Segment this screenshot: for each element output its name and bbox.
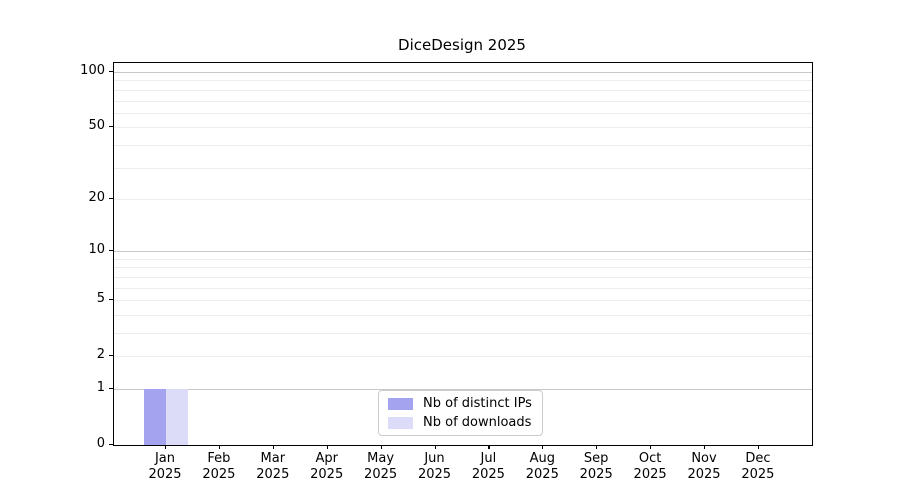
gridline-minor [114, 267, 812, 269]
x-tick-year: 2025 [310, 467, 344, 482]
x-tick-month: Jul [480, 451, 497, 466]
x-tick-mark [542, 445, 544, 449]
x-tick-mark [704, 445, 706, 449]
gridline-minor [114, 127, 812, 129]
gridline-minor [114, 100, 812, 102]
gridline-minor [114, 332, 812, 334]
x-tick-year: 2025 [525, 467, 559, 482]
bar-nb-of-distinct-ips [144, 388, 166, 445]
x-tick-month: Feb [207, 451, 231, 466]
x-tick-month: Aug [529, 451, 555, 466]
x-tick-label: Jun 2025 [403, 451, 467, 483]
x-tick-mark [434, 445, 436, 449]
y-tick-label: 20 [88, 189, 105, 205]
legend-swatch-nb-of-downloads [388, 416, 413, 429]
x-tick-mark [650, 445, 652, 449]
y-tick-mark [109, 71, 113, 73]
x-tick-label: Aug 2025 [510, 451, 574, 483]
x-tick-label: Dec 2025 [726, 451, 790, 483]
x-tick-mark [326, 445, 328, 449]
x-tick-label: Oct 2025 [618, 451, 682, 483]
y-tick-label: 0 [96, 436, 105, 451]
x-tick-mark [380, 445, 382, 449]
x-tick-month: Dec [745, 451, 771, 466]
gridline-minor [114, 287, 812, 289]
y-tick-label: 2 [96, 347, 105, 363]
x-tick-month: Nov [691, 451, 717, 466]
gridline-major [114, 251, 812, 253]
x-tick-month: Mar [260, 451, 286, 466]
x-tick-label: May 2025 [349, 451, 413, 483]
gridline-major [114, 388, 812, 390]
x-tick-month: Apr [315, 451, 338, 466]
x-tick-mark [596, 445, 598, 449]
x-tick-year: 2025 [579, 467, 613, 482]
x-tick-year: 2025 [633, 467, 667, 482]
y-tick-mark [109, 355, 113, 357]
gridline-minor [114, 167, 812, 169]
x-tick-month: Jan [154, 451, 176, 466]
gridline-minor [114, 258, 812, 260]
x-tick-mark [757, 445, 760, 449]
chart-title: DiceDesign 2025 [398, 36, 526, 54]
x-tick-year: 2025 [417, 467, 452, 482]
y-tick-label: 1 [96, 379, 105, 395]
gridline-minor [114, 80, 812, 82]
x-tick-label: Mar 2025 [241, 451, 305, 483]
legend-row: Nb of downloads [388, 415, 532, 430]
x-tick-mark [218, 445, 221, 449]
plot-inner [114, 63, 812, 445]
x-tick-label: Nov 2025 [672, 451, 736, 483]
x-tick-month: Sep [583, 451, 609, 466]
gridline-minor [114, 356, 812, 358]
y-tick-mark [109, 444, 113, 446]
y-tick-label: 50 [88, 118, 105, 134]
x-tick-year: 2025 [471, 467, 505, 482]
x-tick-label: Sep 2025 [564, 451, 628, 483]
legend-label: Nb of downloads [423, 415, 532, 430]
x-tick-label: Jul 2025 [456, 451, 520, 483]
y-tick-label: 10 [88, 242, 105, 258]
x-tick-label: Apr 2025 [295, 451, 359, 483]
gridline-minor [114, 276, 812, 278]
x-tick-mark [488, 445, 490, 449]
x-tick-mark [165, 445, 167, 449]
x-tick-year: 2025 [687, 467, 721, 482]
gridline-minor [114, 89, 812, 91]
y-tick-mark [109, 126, 113, 128]
gridline-minor [114, 144, 812, 146]
x-tick-year: 2025 [364, 467, 398, 482]
x-tick-year: 2025 [148, 467, 182, 482]
x-tick-year: 2025 [256, 467, 290, 482]
x-tick-year: 2025 [202, 467, 236, 482]
gridline-minor [114, 300, 812, 302]
y-tick-mark [109, 250, 113, 252]
plot-area [113, 62, 813, 446]
bar-nb-of-downloads [166, 388, 188, 445]
gridline-major [114, 72, 812, 74]
x-tick-label: Jan 2025 [133, 451, 197, 483]
legend-row: Nb of distinct IPs [388, 396, 532, 411]
x-tick-month: Oct [638, 451, 662, 466]
x-tick-mark [272, 445, 274, 449]
x-tick-label: Feb 2025 [187, 451, 251, 483]
y-tick-mark [109, 197, 113, 200]
gridline-minor [114, 198, 812, 200]
y-tick-label: 5 [96, 291, 105, 307]
x-tick-month: Jun [424, 451, 445, 466]
legend: Nb of distinct IPs Nb of downloads [378, 390, 543, 436]
y-tick-mark [109, 299, 113, 301]
legend-label: Nb of distinct IPs [423, 396, 532, 411]
y-tick-label: 100 [80, 63, 105, 79]
gridline-minor [114, 112, 812, 114]
legend-swatch-nb-of-distinct-ips [388, 397, 413, 410]
gridline-minor [114, 314, 812, 316]
x-tick-year: 2025 [741, 467, 775, 482]
y-tick-mark [109, 387, 113, 390]
x-tick-month: May [367, 451, 395, 466]
